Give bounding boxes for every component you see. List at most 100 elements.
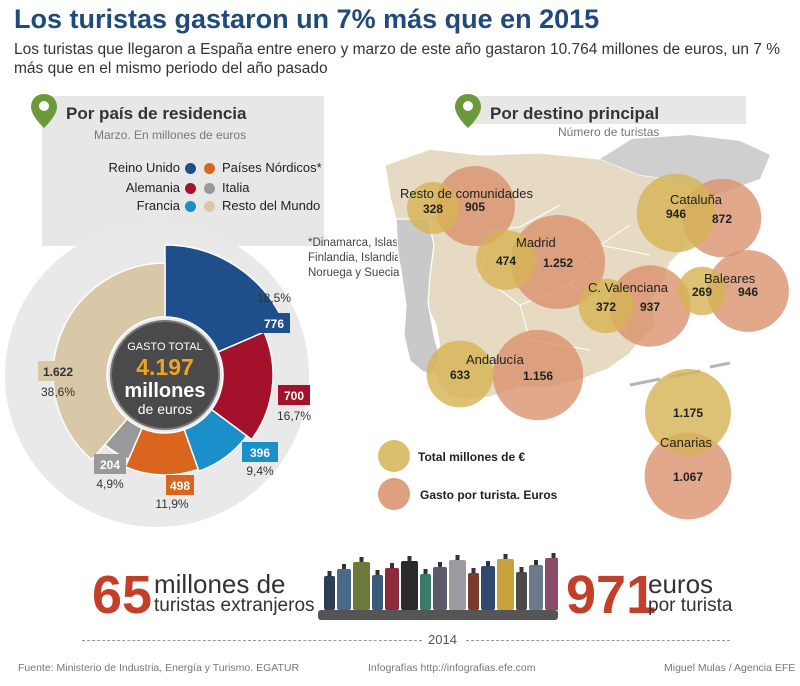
legend-label-reino-unido: Reino Unido [108, 160, 180, 175]
suitcase-handle [486, 561, 490, 566]
suitcase-handle [455, 555, 460, 560]
slice-percent-label: 38,6% [41, 385, 75, 399]
donut-center-disc [111, 321, 219, 429]
legend-dot-italia [204, 183, 215, 194]
stat-spend-text2: por turista [648, 595, 733, 616]
slice-value-label: 700 [284, 389, 304, 403]
donut-center-label: GASTO TOTAL [127, 341, 203, 353]
suitcase-handle [438, 562, 442, 567]
suitcase [449, 560, 466, 610]
region-total-label: 328 [423, 202, 443, 216]
bubble-total [578, 278, 634, 334]
donut-chart: 776 18,5% 700 16,7% 396 9,4% 498 11,9% 204 4,9% 1.… [5, 223, 311, 527]
slice-percent-label: 4,9% [96, 477, 124, 491]
right-panel-header: Por destino principal [490, 104, 660, 123]
bubble-total [636, 173, 716, 253]
footer-credit-center: Infografías http://infografias.efe.com [368, 662, 536, 674]
region-name-label: Cataluña [670, 192, 723, 207]
bubble-per-tourist [609, 265, 691, 347]
suitcase-handle [327, 571, 332, 576]
suitcase [468, 573, 479, 610]
legend-dot-francia [185, 201, 196, 212]
bubble-per-tourist [510, 214, 606, 310]
stat-tourists-text2: turistas extranjeros [154, 595, 315, 616]
donut-slice-5 [52, 262, 166, 461]
donut-slice-1 [210, 331, 274, 441]
region-name-label: Resto de comunidades [400, 186, 533, 201]
pin-icon [455, 94, 481, 128]
legend-label-paises-nordicos: Países Nórdicos* [222, 160, 322, 175]
slice-percent-label: 18,5% [257, 291, 291, 305]
bubble-total [426, 340, 494, 408]
suitcase [497, 559, 514, 610]
donut-center-unit2: de euros [138, 401, 192, 417]
bubble-per-tourist [434, 165, 516, 247]
slice-value-box [258, 313, 290, 333]
year-label: 2014 [428, 632, 457, 647]
region-per-tourist-label: 946 [738, 285, 758, 299]
slice-value-box [94, 454, 126, 474]
region-per-tourist-label: 1.067 [673, 470, 703, 484]
suitcase-handle [534, 560, 538, 565]
suitcase-handle [551, 553, 556, 558]
footer-credit-right: Miguel Mulas / Agencia EFE [664, 662, 796, 674]
slice-value-label: 396 [250, 446, 270, 460]
donut-center-ring [110, 320, 220, 430]
legend-label-alemania: Alemania [125, 180, 180, 195]
legend-dot-paises-nordicos [204, 163, 215, 174]
suitcase [545, 558, 558, 610]
page-subtitle: Los turistas que llegaron a España entre… [14, 41, 781, 77]
suitcase-handle [407, 556, 412, 561]
region-name-label: Andalucía [466, 352, 525, 367]
bubble-per-tourist [644, 432, 732, 520]
legend-label-francia: Francia [136, 198, 180, 213]
page-title: Los turistas gastaron un 7% más que en 2… [14, 4, 600, 34]
suitcase [372, 575, 383, 610]
legend-label-resto-del-mundo: Resto del Mundo [222, 198, 321, 213]
region-name-label: Madrid [516, 235, 556, 250]
right-panel-background [468, 96, 746, 124]
slice-value-box [242, 442, 278, 462]
slice-value-box [278, 385, 310, 405]
slice-value-label: 1.622 [43, 365, 73, 379]
slice-value-box [166, 475, 194, 495]
pin-icon [31, 94, 57, 128]
legend-label-per-tourist: Gasto por turista. Euros [420, 488, 558, 502]
slice-percent-label: 11,9% [155, 497, 188, 511]
legend-circle-per-tourist [378, 478, 410, 510]
suitcase [420, 574, 431, 610]
suitcase [337, 569, 351, 610]
suitcase-handle [342, 564, 346, 569]
region-total-label: 474 [496, 254, 516, 268]
bubble-total [406, 181, 460, 235]
slice-percent-label: 9,4% [246, 464, 274, 478]
region-per-tourist-label: 937 [640, 300, 660, 314]
region-total-label: 269 [692, 285, 712, 299]
donut-slice-2 [183, 408, 248, 473]
slice-value-box [38, 361, 78, 381]
suitcase-handle [375, 570, 380, 575]
region-name-label: C. Valenciana [588, 280, 669, 295]
suitcase-handle [503, 554, 508, 559]
right-legend: Total millones de € Gasto por turista. E… [378, 440, 618, 514]
left-panel-background [42, 96, 324, 246]
bubble-total [476, 230, 536, 290]
legend-circle-total [378, 440, 410, 472]
legend-dot-reino-unido [185, 163, 196, 174]
bubble-total [645, 369, 731, 455]
year-divider-right [466, 640, 730, 641]
legend-label-italia: Italia [222, 180, 250, 195]
suitcase [324, 576, 335, 610]
donut-center-value: 4.197 [136, 354, 194, 380]
suitcase [516, 572, 527, 610]
left-legend: Reino Unido Países Nórdicos* Alemania It… [40, 160, 321, 220]
bubble-total [677, 266, 727, 316]
stat-tourists-number: 65 [92, 565, 153, 625]
region-total-label: 633 [450, 368, 470, 382]
region-per-tourist-label: 872 [712, 212, 732, 226]
suitcase [529, 565, 543, 610]
legend-dot-alemania [185, 183, 196, 194]
region-per-tourist-label: 905 [465, 200, 485, 214]
luggage-illustration [318, 553, 558, 620]
